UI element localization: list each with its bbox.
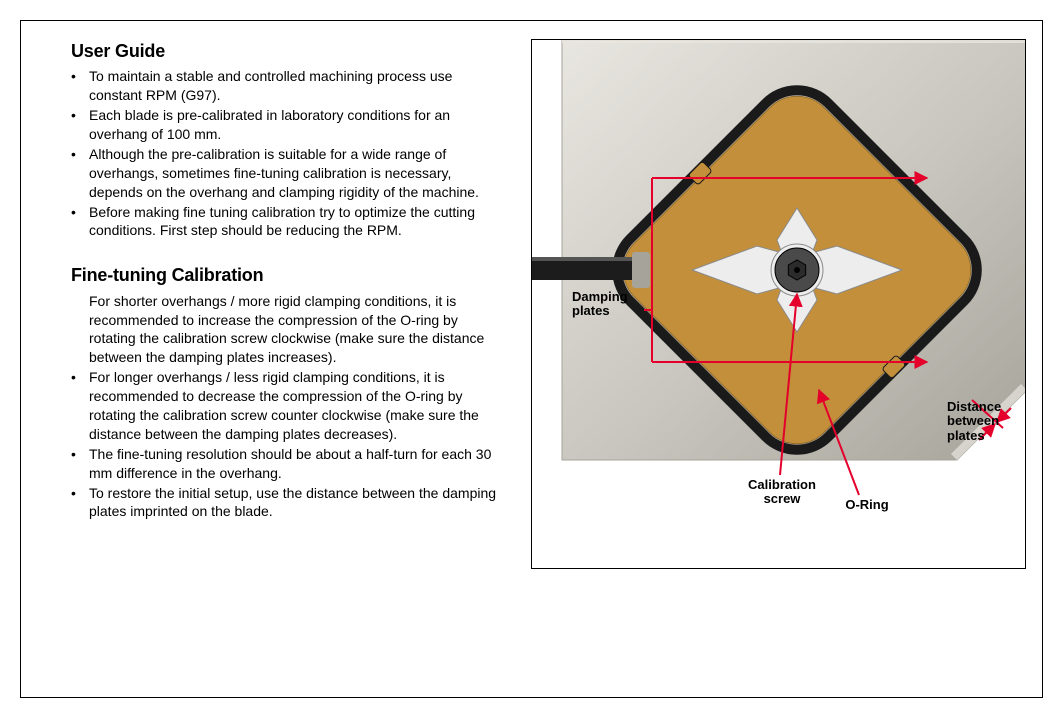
figure-column: Damping plates Calibration screw O-Ring … xyxy=(531,39,1026,679)
label-distance-between-plates: Distance between plates xyxy=(947,400,1022,443)
list-item: The fine-tuning resolution should be abo… xyxy=(71,445,501,483)
list-item: To maintain a stable and controlled mach… xyxy=(71,67,501,105)
label-calibration-screw: Calibration screw xyxy=(737,478,827,507)
user-guide-list: To maintain a stable and controlled mach… xyxy=(71,67,501,240)
user-guide-heading: User Guide xyxy=(71,39,501,63)
list-item: For longer overhangs / less rigid clampi… xyxy=(71,368,501,444)
figure-frame: Damping plates Calibration screw O-Ring … xyxy=(531,39,1026,569)
fine-tuning-intro: For shorter overhangs / more rigid clamp… xyxy=(71,292,501,368)
fine-tuning-list: For longer overhangs / less rigid clampi… xyxy=(71,368,501,521)
list-item: Each blade is pre-calibrated in laborato… xyxy=(71,106,501,144)
page-frame: User Guide To maintain a stable and cont… xyxy=(20,20,1043,698)
list-item: Although the pre-calibration is suitable… xyxy=(71,145,501,202)
list-item: To restore the initial setup, use the di… xyxy=(71,484,501,522)
label-o-ring: O-Ring xyxy=(832,498,902,512)
fine-tuning-heading: Fine-tuning Calibration xyxy=(71,263,501,287)
text-column: User Guide To maintain a stable and cont… xyxy=(71,39,501,679)
label-damping-plates: Damping plates xyxy=(572,290,652,319)
list-item: Before making fine tuning calibration tr… xyxy=(71,203,501,241)
